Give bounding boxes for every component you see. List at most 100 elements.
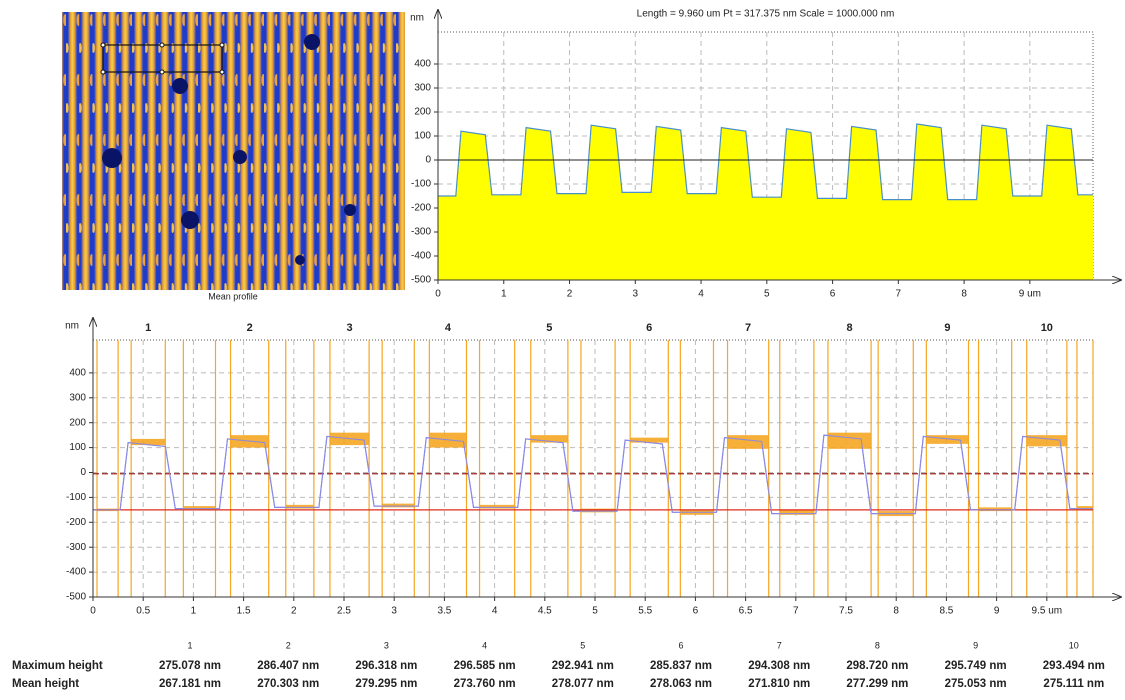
- table-header: 4: [482, 640, 487, 650]
- step-label: 1: [145, 322, 151, 334]
- table-cell: 275.078 nm: [159, 660, 221, 672]
- page: Mean profile -500-400-300-200-1000100200…: [0, 0, 1125, 700]
- table-cell: 294.308 nm: [748, 660, 810, 672]
- table-cell: 295.749 nm: [945, 660, 1007, 672]
- table-cell: 285.837 nm: [650, 660, 712, 672]
- x-tick-label: 1: [501, 289, 507, 300]
- table-cell: 273.760 nm: [454, 678, 516, 690]
- low-region: [979, 507, 1012, 511]
- x-tick-label: 8: [961, 289, 967, 300]
- step-label: 6: [646, 322, 652, 334]
- y-tick-label: 0: [80, 467, 86, 478]
- high-region: [630, 438, 668, 443]
- area: [438, 124, 1093, 280]
- low-region: [581, 509, 615, 513]
- x-tick-label: 9.5 um: [1032, 606, 1063, 617]
- step-label: 9: [944, 322, 950, 334]
- y-tick-label: 300: [69, 392, 86, 403]
- y-tick-label: 400: [414, 59, 431, 70]
- x-tick-label: 7: [896, 289, 902, 300]
- y-tick-label: -500: [411, 275, 431, 286]
- x-tick-label: 2.5: [337, 606, 351, 617]
- x-tick-label: 6: [693, 606, 699, 617]
- y-tick-label: 300: [414, 83, 431, 94]
- x-tick-label: 7: [793, 606, 799, 617]
- y-tick-label: -200: [66, 517, 86, 528]
- x-tick-label: 3: [633, 289, 639, 300]
- table-cell: 286.407 nm: [257, 660, 319, 672]
- x-tick-label: 2: [291, 606, 297, 617]
- x-tick-label: 7.5: [839, 606, 853, 617]
- step-label: 7: [745, 322, 751, 334]
- x-tick-label: 6: [830, 289, 836, 300]
- low-region: [286, 505, 314, 509]
- table-cell: 292.941 nm: [552, 660, 614, 672]
- x-tick-label: 4: [698, 289, 704, 300]
- low-region: [382, 504, 414, 508]
- x-tick-label: 9 um: [1019, 289, 1041, 300]
- row-label: Mean height: [12, 678, 79, 690]
- table-header: 10: [1069, 640, 1079, 650]
- table-cell: 275.111 nm: [1043, 678, 1104, 690]
- table-cell: 271.810 nm: [748, 678, 810, 690]
- x-tick-label: 1.5: [237, 606, 251, 617]
- y-tick-label: -500: [66, 592, 86, 603]
- table-header: 8: [875, 640, 880, 650]
- x-tick-label: 5.5: [638, 606, 652, 617]
- y-tick-label: 200: [69, 417, 86, 428]
- y-tick-label: -400: [66, 567, 86, 578]
- image-caption: Mean profile: [208, 291, 258, 301]
- y-tick-label: 400: [69, 368, 86, 379]
- y-tick-label: -100: [411, 179, 431, 190]
- table-header: 7: [777, 640, 782, 650]
- step-label: 2: [247, 322, 253, 334]
- table-header: 6: [678, 640, 683, 650]
- table-cell: 267.181 nm: [159, 678, 221, 690]
- high-region: [926, 435, 968, 444]
- x-tick-label: 5: [764, 289, 770, 300]
- y-tick-label: 100: [414, 131, 431, 142]
- y-tick-label: 200: [414, 107, 431, 118]
- x-tick-label: 8.5: [939, 606, 953, 617]
- step-label: 4: [445, 322, 452, 334]
- x-tick-label: 9: [994, 606, 1000, 617]
- table-header: 3: [384, 640, 389, 650]
- y-tick-label: 100: [69, 442, 86, 453]
- chart-title: Length = 9.960 um Pt = 317.375 nm Scale …: [637, 9, 895, 20]
- y-tick-label: -300: [411, 227, 431, 238]
- y-tick-label: -100: [66, 492, 86, 503]
- y-tick-label: -400: [411, 251, 431, 262]
- y-tick-label: 0: [425, 155, 431, 166]
- step-label: 10: [1041, 322, 1053, 334]
- table-cell: 278.063 nm: [650, 678, 712, 690]
- table-cell: 277.299 nm: [846, 678, 908, 690]
- x-tick-label: 4.5: [538, 606, 552, 617]
- x-tick-label: 6.5: [739, 606, 753, 617]
- table-cell: 270.303 nm: [257, 678, 319, 690]
- x-tick-label: 8: [893, 606, 899, 617]
- table-header: 1: [187, 640, 192, 650]
- x-tick-label: 2: [567, 289, 573, 300]
- x-tick-label: 0: [90, 606, 96, 617]
- x-tick-label: 0.5: [136, 606, 150, 617]
- table-header: 9: [973, 640, 978, 650]
- low-region: [480, 505, 515, 509]
- table-cell: 275.053 nm: [945, 678, 1007, 690]
- table-cell: 278.077 nm: [552, 678, 614, 690]
- table-cell: 293.494 nm: [1043, 660, 1105, 672]
- x-tick-label: 0: [435, 289, 441, 300]
- y-tick-label: -200: [411, 203, 431, 214]
- x-tick-label: 5: [592, 606, 598, 617]
- x-tick-label: 1: [191, 606, 197, 617]
- step-label: 8: [846, 322, 852, 334]
- table-header: 2: [286, 640, 291, 650]
- row-label: Maximum height: [12, 660, 103, 672]
- y-axis-label: nm: [65, 321, 79, 332]
- table-cell: 296.318 nm: [355, 660, 417, 672]
- x-tick-label: 4: [492, 606, 498, 617]
- step-label: 5: [546, 322, 552, 334]
- high-region: [828, 433, 871, 449]
- plot-frame: [93, 340, 1093, 597]
- afm-image: [62, 12, 405, 290]
- table-header: 5: [580, 640, 585, 650]
